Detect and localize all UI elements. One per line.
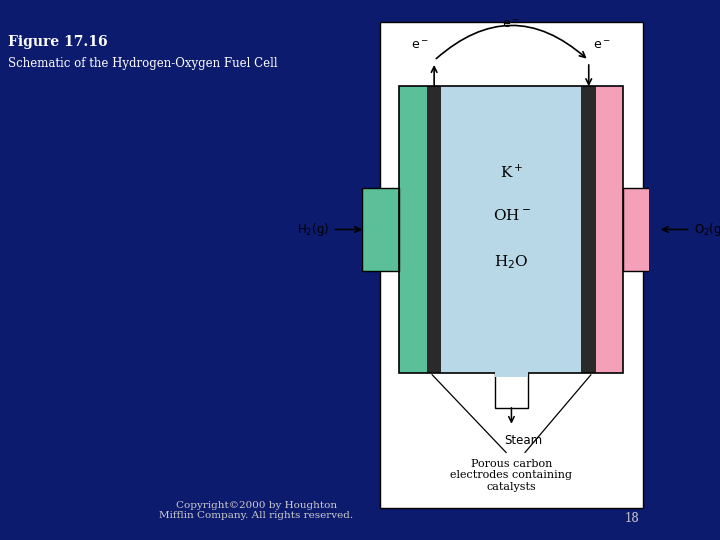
Text: O$_2$(g): O$_2$(g) (693, 221, 720, 238)
Text: Schematic of the Hydrogen-Oxygen Fuel Cell: Schematic of the Hydrogen-Oxygen Fuel Ce… (8, 57, 277, 70)
Text: Porous carbon
electrodes containing
catalysts: Porous carbon electrodes containing cata… (451, 458, 572, 492)
Text: Copyright©2000 by Houghton
Mifflin Company. All rights reserved.: Copyright©2000 by Houghton Mifflin Compa… (159, 501, 354, 520)
Text: Figure 17.16: Figure 17.16 (8, 35, 107, 49)
Bar (400, 86, 434, 373)
Text: Steam: Steam (504, 434, 542, 447)
Text: 18: 18 (625, 512, 639, 525)
Bar (361, 187, 400, 271)
Bar (400, 86, 624, 373)
Text: OH$^-$: OH$^-$ (492, 208, 531, 224)
Bar (427, 86, 441, 373)
Text: H$_2$(g): H$_2$(g) (297, 221, 329, 238)
Bar (380, 22, 643, 508)
Bar (589, 86, 624, 373)
Bar (495, 368, 528, 377)
Bar (582, 86, 596, 373)
Text: e$^-$: e$^-$ (503, 18, 521, 31)
Text: e$^-$: e$^-$ (411, 39, 429, 52)
Bar (624, 187, 661, 271)
Bar (495, 373, 528, 408)
Text: H$_2$O: H$_2$O (494, 253, 528, 271)
Text: K$^+$: K$^+$ (500, 164, 523, 181)
Bar (434, 86, 589, 373)
Text: e$^-$: e$^-$ (593, 39, 611, 52)
